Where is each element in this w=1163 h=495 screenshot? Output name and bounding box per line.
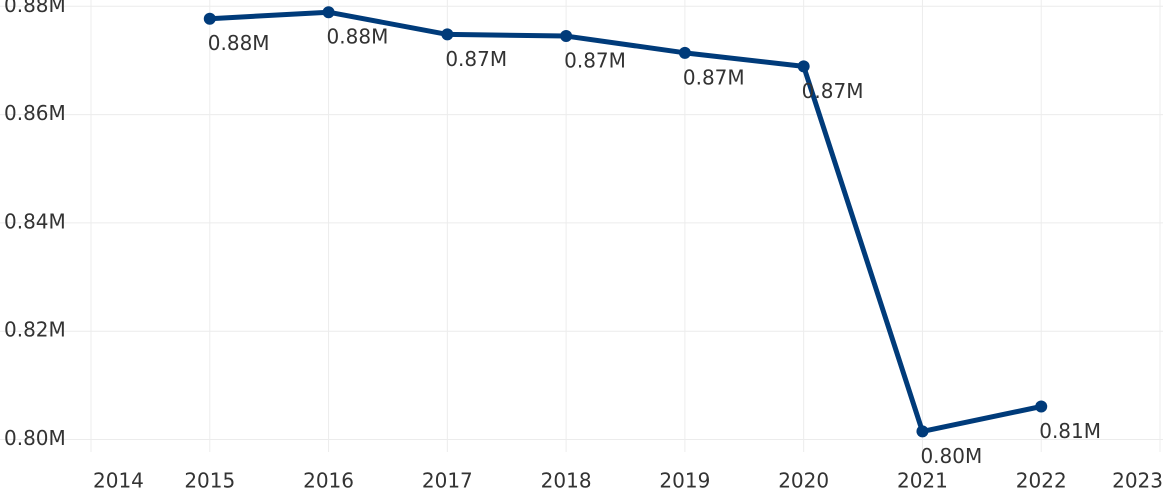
point — [916, 425, 929, 438]
y-tick-label: 0.82M — [4, 318, 66, 342]
value-label: 0.87M — [802, 79, 864, 103]
value-label: 0.80M — [920, 444, 982, 468]
x-tick-label: 2015 — [184, 469, 235, 493]
point — [560, 30, 573, 43]
value-label: 0.88M — [327, 25, 389, 49]
value-label: 0.87M — [683, 65, 745, 89]
x-tick-label: 2014 — [93, 469, 144, 493]
point — [441, 28, 454, 41]
value-label: 0.87M — [445, 47, 507, 71]
x-tick-label: 2018 — [541, 469, 592, 493]
x-tick-label: 2017 — [422, 469, 473, 493]
y-tick-label: 0.86M — [4, 101, 66, 125]
y-tick-label: 0.88M — [4, 0, 66, 17]
line — [209, 9, 1042, 434]
value-label: 0.81M — [1039, 419, 1101, 443]
x-tick-label: 2020 — [778, 469, 829, 493]
point — [203, 12, 216, 25]
point — [678, 46, 691, 59]
value-label: 0.88M — [208, 31, 270, 55]
point — [797, 60, 810, 73]
x-tick-label: 2023 — [1112, 469, 1163, 493]
x-tick-label: 2022 — [1016, 469, 1067, 493]
x-tick-label: 2021 — [897, 469, 948, 493]
x-tick-label: 2016 — [303, 469, 354, 493]
x-tick-label: 2019 — [659, 469, 710, 493]
point — [1035, 400, 1048, 413]
point — [322, 6, 335, 19]
value-label: 0.87M — [564, 49, 626, 73]
y-tick-label: 0.80M — [4, 426, 66, 450]
y-tick-label: 0.84M — [4, 209, 66, 233]
